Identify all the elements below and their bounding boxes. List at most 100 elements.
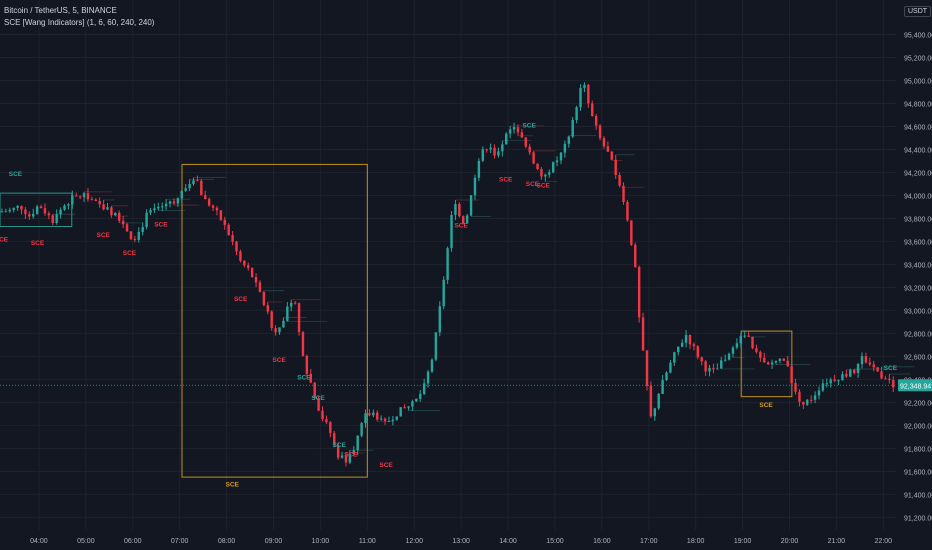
bear-candle — [602, 138, 606, 147]
bull-candle — [63, 205, 66, 210]
bear-candle — [258, 282, 262, 292]
bull-candle — [192, 180, 195, 184]
bull-candle — [716, 368, 719, 370]
bear-candle — [598, 125, 602, 139]
bear-candle — [47, 213, 51, 216]
bear-candle — [532, 152, 535, 164]
time-tick-label: 22:00 — [875, 538, 893, 545]
bear-candle — [794, 383, 797, 392]
bear-candle — [540, 169, 543, 177]
bear-candle — [125, 224, 129, 232]
bull-candle — [168, 201, 172, 204]
bear-candle — [266, 305, 269, 312]
bear-candle — [24, 209, 27, 215]
bear-candle — [536, 163, 539, 170]
bull-candle — [665, 372, 668, 381]
bull-candle — [505, 133, 508, 145]
bear-candle — [759, 351, 762, 358]
bear-candle — [172, 201, 176, 204]
bear-candle — [645, 350, 649, 386]
time-tick-label: 18:00 — [687, 538, 705, 545]
bull-candle — [407, 406, 410, 408]
time-tick-label: 08:00 — [218, 538, 236, 545]
bear-candle — [888, 378, 891, 381]
bull-candle — [841, 374, 844, 381]
bull-candle — [477, 160, 481, 178]
sce-label: SCE — [272, 357, 286, 364]
bear-candle — [110, 207, 113, 216]
bull-candle — [563, 143, 567, 153]
bear-candle — [520, 132, 524, 138]
bear-candle — [618, 174, 621, 186]
price-tick-label: 95,400.00 — [904, 32, 932, 39]
bear-candle — [614, 159, 617, 175]
bull-candle — [399, 407, 402, 417]
bear-candle — [129, 231, 133, 240]
bear-candle — [270, 311, 273, 329]
bull-candle — [849, 369, 852, 377]
price-axis[interactable]: 95,400.00 95,200.00 95,000.00 94,800.00 94,6… — [904, 32, 932, 522]
bull-candle — [32, 213, 35, 217]
price-tick-label: 94,200.00 — [904, 170, 932, 177]
bear-candle — [809, 399, 813, 401]
bull-candle — [35, 206, 39, 214]
symbol-title[interactable]: Bitcoin / TetherUS, 5, BINANCE — [4, 6, 117, 15]
bear-candle — [763, 357, 766, 363]
price-tick-label: 94,800.00 — [904, 101, 932, 108]
bull-candle — [548, 172, 551, 175]
bear-candle — [301, 332, 305, 356]
bull-candle — [180, 190, 183, 199]
bull-candle — [67, 204, 70, 206]
bear-candle — [239, 251, 242, 261]
bear-candle — [329, 422, 332, 434]
bull-candle — [71, 195, 74, 205]
currency-button[interactable]: USDT — [904, 6, 932, 17]
bear-candle — [321, 410, 324, 420]
sce-label: SCE — [234, 296, 248, 303]
bull-candle — [188, 183, 191, 189]
bear-candle — [591, 103, 594, 117]
last-price-badge — [898, 379, 932, 392]
bull-candle — [555, 160, 559, 163]
bear-candle — [368, 413, 371, 416]
sce-label: SCE — [9, 171, 23, 178]
bear-candle — [755, 348, 758, 352]
bull-candle — [0, 211, 4, 213]
bear-candle — [325, 419, 328, 423]
bull-candle — [176, 198, 180, 204]
bull-candle — [735, 343, 739, 348]
indicator-legend[interactable]: SCE [Wang Indicators] (1, 6, 60, 240, 24… — [4, 18, 155, 27]
price-tick-label: 94,000.00 — [904, 193, 932, 200]
bull-candle — [450, 214, 453, 249]
bull-candle — [481, 149, 485, 161]
bull-candle — [282, 320, 285, 328]
bull-candle — [817, 390, 821, 396]
bull-candle — [821, 383, 825, 391]
bull-candle — [145, 212, 148, 228]
bull-candle — [8, 209, 11, 212]
bear-candle — [587, 84, 590, 104]
sce-label: SCE — [311, 395, 325, 402]
time-axis[interactable]: 04:00 05:00 06:00 07:00 08:00 09:00 10:00 11:00… — [30, 538, 892, 545]
bull-candle — [512, 127, 516, 130]
bull-candle — [723, 359, 727, 361]
bull-candle — [469, 195, 473, 216]
bear-candle — [118, 212, 121, 221]
bear-candle — [121, 220, 125, 225]
bull-candle — [489, 147, 492, 150]
time-tick-label: 17:00 — [640, 538, 658, 545]
bear-candle — [458, 204, 461, 217]
bull-candle — [422, 383, 426, 394]
time-tick-label: 15:00 — [546, 538, 564, 545]
bear-candle — [200, 180, 203, 196]
bull-candle — [415, 398, 418, 402]
bear-candle — [782, 358, 786, 361]
bull-candle — [106, 207, 109, 210]
bull-candle — [438, 306, 442, 333]
bear-candle — [383, 418, 387, 421]
bear-candle — [649, 385, 653, 417]
time-tick-label: 11:00 — [359, 538, 376, 545]
bull-candle — [372, 412, 375, 416]
bear-candle — [274, 328, 277, 333]
